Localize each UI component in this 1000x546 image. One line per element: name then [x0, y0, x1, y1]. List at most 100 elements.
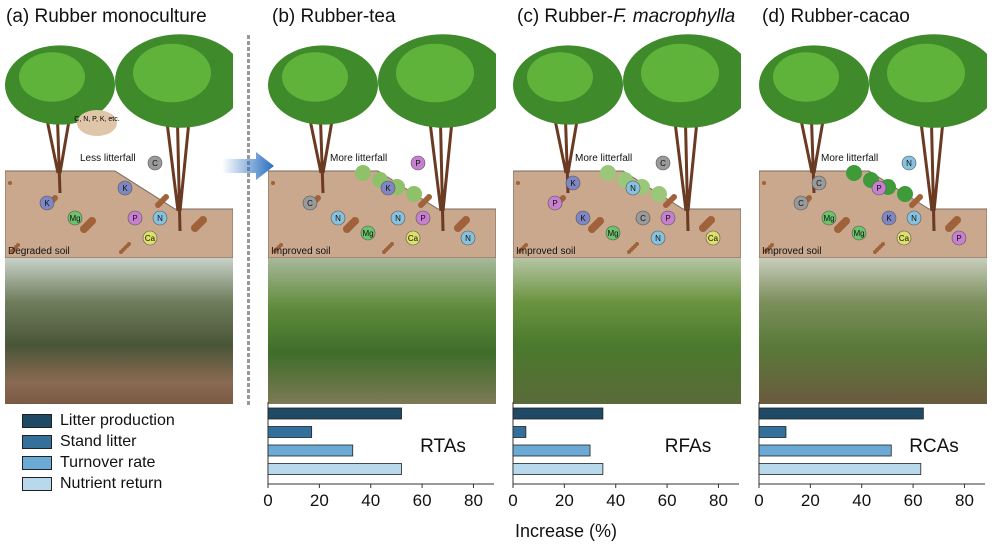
- soil-particle: [770, 243, 774, 247]
- nutrient-label: Mg: [607, 229, 618, 238]
- nutrient-mg-icon: [605, 225, 621, 241]
- nutrient-k-icon: [117, 180, 133, 196]
- panel-c-title: (c) Rubber-F. macrophylla: [517, 6, 735, 28]
- bar-stand-litter: [758, 426, 787, 438]
- nutrient-ca-icon: [705, 230, 721, 246]
- x-tick-label: 40: [852, 491, 871, 510]
- tree-canopy-highlight: [773, 52, 839, 102]
- litterfall-label: More litterfall: [330, 153, 387, 164]
- nutrient-label: C: [660, 159, 666, 168]
- nutrient-label: P: [665, 214, 670, 223]
- panel-a-title: (a) Rubber monoculture: [6, 6, 207, 27]
- nutrient-label: N: [906, 159, 912, 168]
- nutrient-label: P: [132, 214, 137, 223]
- soil-particle: [52, 195, 58, 201]
- nutrient-label: N: [395, 214, 401, 223]
- nutrient-label: K: [886, 214, 892, 223]
- nutrient-p-icon: [547, 195, 563, 211]
- nutrient-label: Mg: [823, 214, 834, 223]
- nutrient-label: N: [465, 234, 471, 243]
- soil-particle: [842, 217, 850, 225]
- soil-layer: [5, 170, 233, 258]
- photo-rubber-monoculture: [5, 258, 233, 404]
- bar-nutrient-return: [758, 463, 922, 475]
- illustration-b: More litterfall Improved soil P C K N N P Ca Mg N: [268, 34, 496, 258]
- photo-rubber-cacao: [759, 258, 987, 404]
- legend-item: Litter production: [22, 410, 175, 431]
- nutrient-label: N: [630, 184, 636, 193]
- nutrient-ca-icon: [896, 230, 912, 246]
- legend-label: Nutrient return: [60, 474, 163, 492]
- legend-item: Turnover rate: [22, 452, 175, 473]
- x-tick-label: 80: [955, 491, 974, 510]
- litterfall-label: More litterfall: [821, 153, 878, 164]
- nutrient-mg-icon: [67, 210, 83, 226]
- nutrient-n-icon: [460, 230, 476, 246]
- chart-rcas: 0 20 40 60 80 RCAs: [754, 402, 985, 510]
- soil-layer: [759, 170, 987, 258]
- nutrient-p-icon: [951, 230, 967, 246]
- understory-plant: [406, 186, 422, 202]
- nutrient-ca-icon: [405, 230, 421, 246]
- tree-canopy-highlight: [396, 43, 474, 103]
- nutrient-c-icon: [793, 195, 809, 211]
- soil-particle: [516, 181, 520, 185]
- x-axis-label: Increase (%): [515, 521, 618, 541]
- nutrient-k-icon: [565, 175, 581, 191]
- nutrient-p-icon: [410, 155, 426, 171]
- chart-label: RTAs: [420, 436, 466, 457]
- illustration-a: Less litterfall Degraded soil C, N, P, K, …: [5, 34, 233, 258]
- nutrient-label: C: [816, 179, 822, 188]
- legend-swatch: [22, 413, 52, 428]
- nutrient-label: P: [420, 214, 425, 223]
- nutrient-label: C: [640, 214, 646, 223]
- legend-label: Stand litter: [60, 432, 137, 450]
- soil-particle: [917, 194, 923, 200]
- panel-c-title-species: F. macrophylla: [613, 6, 736, 27]
- nutrient-bubble-text: C, N, P, K, etc.: [74, 116, 119, 123]
- nutrient-k-icon: [380, 180, 396, 196]
- nutrient-n-icon: [625, 180, 641, 196]
- nutrient-c-icon: [302, 195, 318, 211]
- soil-particle: [881, 242, 885, 246]
- soil-particle: [462, 216, 470, 224]
- soil-particle: [199, 216, 207, 224]
- soil-particle: [806, 195, 812, 201]
- soil-particle: [524, 243, 528, 247]
- chart-label: RCAs: [909, 436, 959, 457]
- nutrient-n-icon: [390, 210, 406, 226]
- legend: Litter production Stand litter Turnover …: [22, 410, 175, 494]
- x-tick-label: 0: [508, 491, 517, 510]
- panel-d-title: (d) Rubber-cacao: [762, 6, 910, 27]
- soil-layer: [268, 170, 496, 258]
- bar-nutrient-return: [267, 463, 402, 475]
- understory-plant: [846, 165, 862, 181]
- understory-plant: [651, 186, 667, 202]
- nutrient-n-icon: [152, 210, 168, 226]
- soil-particle: [953, 216, 961, 224]
- nutrient-c-icon: [147, 155, 163, 171]
- nutrient-label: Ca: [899, 234, 910, 243]
- nutrient-label: K: [385, 184, 391, 193]
- legend-label: Litter production: [60, 411, 175, 429]
- nutrient-mg-icon: [360, 225, 376, 241]
- bar-stand-litter: [267, 426, 313, 438]
- x-tick-label: 40: [361, 491, 380, 510]
- nutrient-c-icon: [635, 210, 651, 226]
- nutrient-label: P: [552, 199, 557, 208]
- nutrient-label: C: [307, 199, 313, 208]
- nutrient-label: Mg: [69, 214, 80, 223]
- nutrient-label: N: [157, 214, 163, 223]
- soil-particle: [16, 243, 20, 247]
- nutrient-label: K: [570, 179, 576, 188]
- soil-particle: [271, 181, 275, 185]
- soil-label: Degraded soil: [8, 246, 70, 257]
- x-tick-label: 0: [754, 491, 763, 510]
- bar-litter-production: [758, 407, 924, 420]
- soil-particle: [127, 242, 131, 246]
- legend-swatch: [22, 434, 52, 449]
- nutrient-label: K: [122, 184, 128, 193]
- soil-particle: [315, 195, 321, 201]
- bar-turnover-rate: [512, 444, 591, 457]
